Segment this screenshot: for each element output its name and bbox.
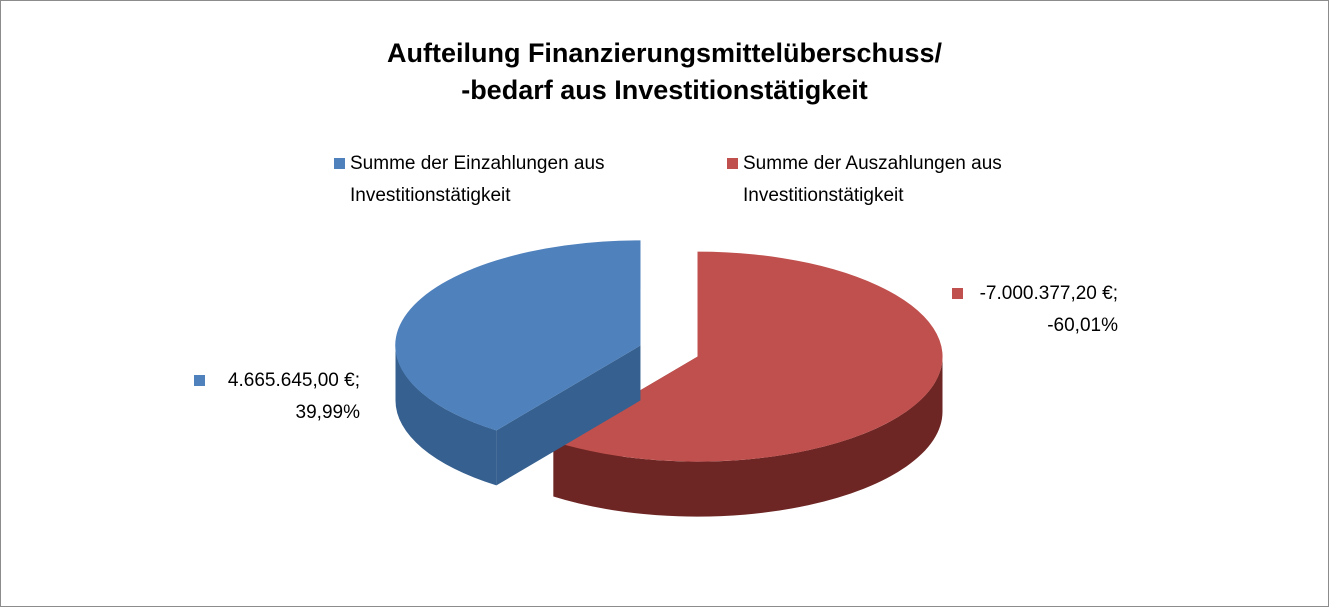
legend-entry: Summe der Einzahlungen aus Investitionst… bbox=[334, 148, 650, 212]
label-swatch bbox=[194, 375, 205, 386]
slice-side bbox=[395, 345, 497, 486]
chart-title: Aufteilung Finanzierungsmittelüberschuss… bbox=[386, 38, 943, 105]
legend-swatch bbox=[334, 158, 345, 169]
slice-side bbox=[553, 356, 943, 517]
data-label: -7.000.377,20 €; -60,01% bbox=[952, 278, 1118, 342]
legend-label: Summe der Auszahlungen aus Investitionst… bbox=[743, 153, 1002, 206]
legend-entry: Summe der Auszahlungen aus Investitionst… bbox=[727, 148, 1043, 212]
data-label: 4.665.645,00 €; 39,99% bbox=[194, 365, 360, 429]
data-label-text: -7.000.377,20 €; -60,01% bbox=[979, 283, 1118, 336]
slice bbox=[553, 251, 943, 462]
legend-swatch bbox=[727, 158, 738, 169]
label-swatch bbox=[952, 288, 963, 299]
slice bbox=[395, 240, 641, 431]
data-label-text: 4.665.645,00 €; 39,99% bbox=[227, 370, 360, 423]
slice-side bbox=[496, 345, 641, 486]
legend-label: Summe der Einzahlungen aus Investitionst… bbox=[350, 153, 605, 206]
